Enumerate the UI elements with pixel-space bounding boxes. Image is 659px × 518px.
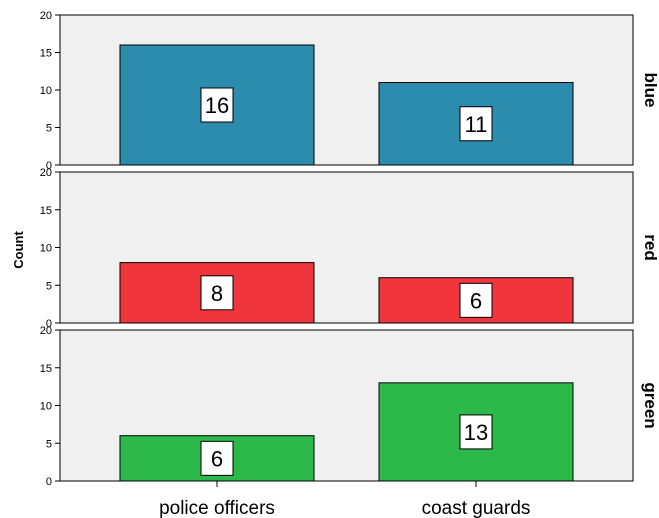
y-tick-label: 5 — [46, 438, 52, 450]
y-tick-label: 15 — [40, 363, 52, 375]
data-label: 11 — [465, 112, 488, 137]
y-tick-label: 20 — [40, 167, 52, 179]
y-tick-label: 15 — [40, 48, 52, 60]
y-tick-label: 0 — [46, 318, 52, 330]
panel-red: 0 5 10 15 20 8 6 red — [40, 167, 659, 330]
data-label: 8 — [211, 281, 223, 306]
data-label-box — [200, 275, 234, 311]
data-label: 13 — [464, 420, 488, 445]
y-tick-label: 15 — [40, 205, 52, 217]
y-tick-label: 0 — [46, 476, 52, 488]
data-label-box — [459, 106, 493, 142]
y-tick-label: 5 — [46, 123, 52, 135]
x-tick-label: coast guards — [422, 498, 531, 518]
y-axis-label: Count — [11, 231, 26, 269]
y-tick-label: 0 — [46, 160, 52, 172]
data-label: 6 — [211, 446, 223, 471]
panel-label-green: green — [641, 382, 659, 428]
y-tick-label: 10 — [40, 401, 52, 413]
data-label-box — [200, 440, 234, 476]
panel-blue: 0 5 10 15 20 16 11 blue — [40, 10, 659, 172]
data-label: 6 — [470, 288, 482, 313]
y-tick-label: 10 — [40, 243, 52, 255]
y-tick-label: 5 — [46, 280, 52, 292]
y-tick-label: 20 — [40, 325, 52, 337]
x-tick-label: police officers — [159, 498, 275, 518]
panel-label-blue: blue — [641, 73, 659, 108]
panel-label-red: red — [641, 234, 659, 260]
data-label: 16 — [205, 93, 229, 118]
data-label-box — [200, 87, 234, 123]
data-label-box — [459, 282, 493, 318]
data-label-box — [459, 414, 493, 450]
panel-green: 0 5 10 15 20 6 13 green — [40, 325, 659, 488]
y-tick-label: 20 — [40, 10, 52, 22]
y-tick-label: 10 — [40, 85, 52, 97]
